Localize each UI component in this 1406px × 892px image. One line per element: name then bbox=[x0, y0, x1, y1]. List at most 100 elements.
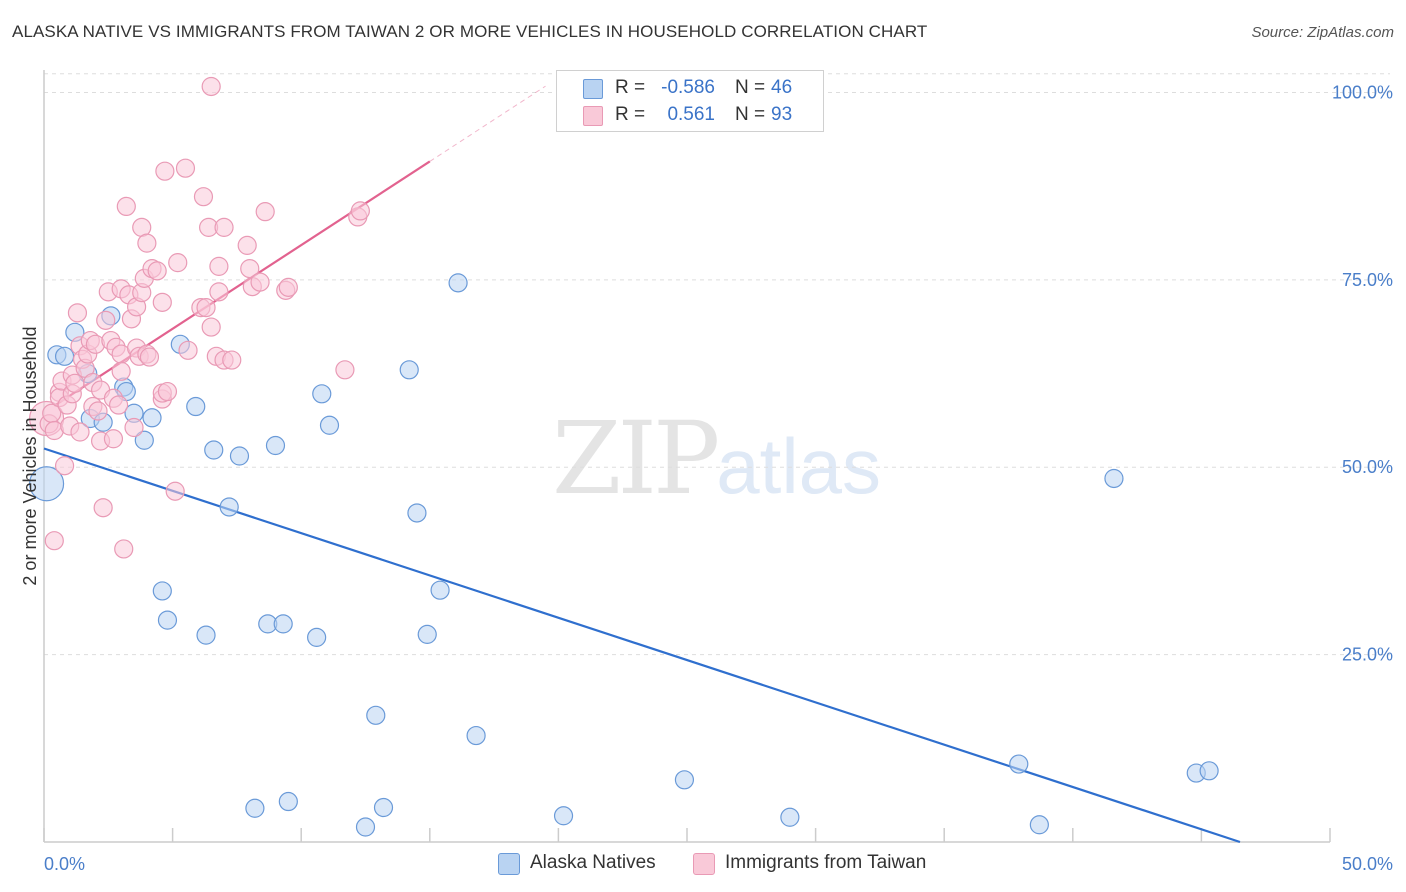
point-alaska-natives bbox=[373, 797, 394, 818]
stats-swatch-blue bbox=[583, 79, 603, 99]
point-taiwan bbox=[67, 303, 88, 323]
point-alaska-natives bbox=[780, 807, 800, 827]
y-tick-label: 100.0% bbox=[1332, 82, 1393, 102]
point-alaska-natives bbox=[1009, 754, 1029, 774]
y-tick-label: 50.0% bbox=[1342, 457, 1393, 477]
point-taiwan bbox=[137, 233, 157, 253]
point-taiwan bbox=[209, 256, 229, 276]
stats-r-label: R = bbox=[615, 104, 646, 125]
point-alaska-natives bbox=[273, 614, 293, 634]
point-alaska-natives bbox=[204, 440, 224, 460]
point-taiwan bbox=[201, 76, 221, 97]
y-tick-label: 25.0% bbox=[1342, 645, 1393, 665]
point-taiwan bbox=[201, 317, 221, 337]
point-taiwan bbox=[139, 347, 160, 367]
point-alaska-natives bbox=[134, 430, 154, 450]
stats-row-alaska-natives: R = -0.586 N = 46 bbox=[557, 75, 823, 101]
point-alaska-natives bbox=[28, 466, 65, 502]
point-alaska-natives bbox=[312, 384, 332, 404]
point-alaska-natives bbox=[430, 580, 450, 600]
stats-row-taiwan: R = 0.561 N = 93 bbox=[557, 102, 823, 128]
data-points bbox=[28, 76, 1219, 837]
point-taiwan bbox=[222, 350, 242, 370]
stats-r-value: -0.586 bbox=[661, 77, 715, 98]
point-alaska-natives bbox=[553, 806, 574, 826]
point-taiwan bbox=[88, 401, 108, 421]
point-alaska-natives bbox=[674, 770, 695, 790]
stats-swatch-pink bbox=[583, 106, 603, 126]
chart-legend: Alaska Natives Immigrants from Taiwan bbox=[0, 850, 1406, 880]
point-alaska-natives bbox=[278, 791, 298, 812]
trend-lines bbox=[43, 85, 1241, 844]
point-alaska-natives bbox=[1104, 468, 1124, 489]
point-taiwan bbox=[237, 235, 257, 255]
point-alaska-natives bbox=[219, 497, 239, 517]
point-taiwan bbox=[44, 531, 64, 551]
grid-lines bbox=[44, 73, 1390, 656]
point-taiwan bbox=[152, 292, 172, 312]
point-alaska-natives bbox=[399, 360, 419, 380]
point-alaska-natives bbox=[1199, 761, 1219, 781]
point-taiwan bbox=[178, 340, 198, 360]
point-alaska-natives bbox=[466, 725, 486, 746]
point-taiwan bbox=[255, 202, 275, 222]
point-alaska-natives bbox=[54, 346, 75, 366]
point-alaska-natives bbox=[142, 408, 162, 428]
point-taiwan bbox=[196, 297, 216, 318]
point-alaska-natives bbox=[307, 627, 327, 647]
point-alaska-natives bbox=[245, 798, 265, 818]
legend-label: Alaska Natives bbox=[530, 852, 656, 873]
point-taiwan bbox=[108, 395, 129, 415]
point-taiwan bbox=[103, 429, 124, 449]
point-alaska-natives bbox=[417, 624, 437, 644]
point-alaska-natives bbox=[1029, 815, 1049, 835]
point-taiwan bbox=[214, 217, 234, 237]
point-taiwan bbox=[111, 361, 131, 381]
point-alaska-natives bbox=[229, 446, 250, 466]
stats-n-value: 93 bbox=[771, 104, 793, 125]
watermark-zip: ZIP bbox=[552, 400, 720, 517]
point-taiwan bbox=[165, 481, 185, 501]
point-alaska-natives bbox=[366, 705, 386, 725]
point-alaska-natives bbox=[355, 817, 376, 837]
point-alaska-natives bbox=[186, 396, 206, 417]
point-taiwan bbox=[116, 196, 136, 217]
legend-swatch-pink bbox=[693, 853, 715, 875]
x-tick-label: 0.0% bbox=[44, 854, 85, 874]
trend-line-alaska-natives bbox=[43, 447, 1241, 844]
stats-r-label: R = bbox=[615, 77, 646, 98]
stats-n-label: N = bbox=[735, 77, 766, 98]
point-taiwan bbox=[124, 417, 144, 438]
point-taiwan bbox=[157, 381, 178, 402]
point-taiwan bbox=[114, 539, 134, 559]
point-alaska-natives bbox=[407, 503, 427, 523]
point-alaska-natives bbox=[157, 610, 178, 630]
point-taiwan bbox=[96, 310, 116, 330]
legend-swatch-blue bbox=[498, 853, 520, 875]
point-taiwan bbox=[350, 201, 370, 221]
x-tick-label: 50.0% bbox=[1342, 854, 1393, 874]
point-alaska-natives bbox=[448, 273, 468, 293]
chart-source: Source: ZipAtlas.com bbox=[1251, 24, 1394, 41]
point-taiwan bbox=[193, 187, 214, 207]
watermark-atlas: atlas bbox=[716, 422, 882, 510]
axes bbox=[43, 70, 1331, 843]
point-taiwan bbox=[250, 272, 270, 292]
y-axis-title: 2 or more Vehicles in Household bbox=[20, 326, 40, 585]
point-alaska-natives bbox=[265, 435, 286, 456]
legend-label: Immigrants from Taiwan bbox=[725, 852, 927, 873]
trend-line-extension bbox=[429, 85, 546, 162]
point-taiwan bbox=[209, 282, 229, 302]
point-taiwan bbox=[155, 161, 175, 181]
stats-r-value: 0.561 bbox=[667, 104, 715, 125]
tick-labels: 25.0% 50.0% 75.0% 100.0% 0.0% 50.0% bbox=[44, 82, 1393, 874]
stats-n-label: N = bbox=[735, 104, 766, 125]
point-taiwan bbox=[335, 360, 355, 380]
chart-title: ALASKA NATIVE VS IMMIGRANTS FROM TAIWAN … bbox=[12, 22, 928, 41]
point-alaska-natives bbox=[196, 625, 216, 645]
watermark: ZIPatlas bbox=[552, 400, 881, 517]
point-taiwan bbox=[278, 277, 298, 297]
point-taiwan bbox=[168, 253, 188, 273]
point-taiwan bbox=[93, 498, 113, 518]
